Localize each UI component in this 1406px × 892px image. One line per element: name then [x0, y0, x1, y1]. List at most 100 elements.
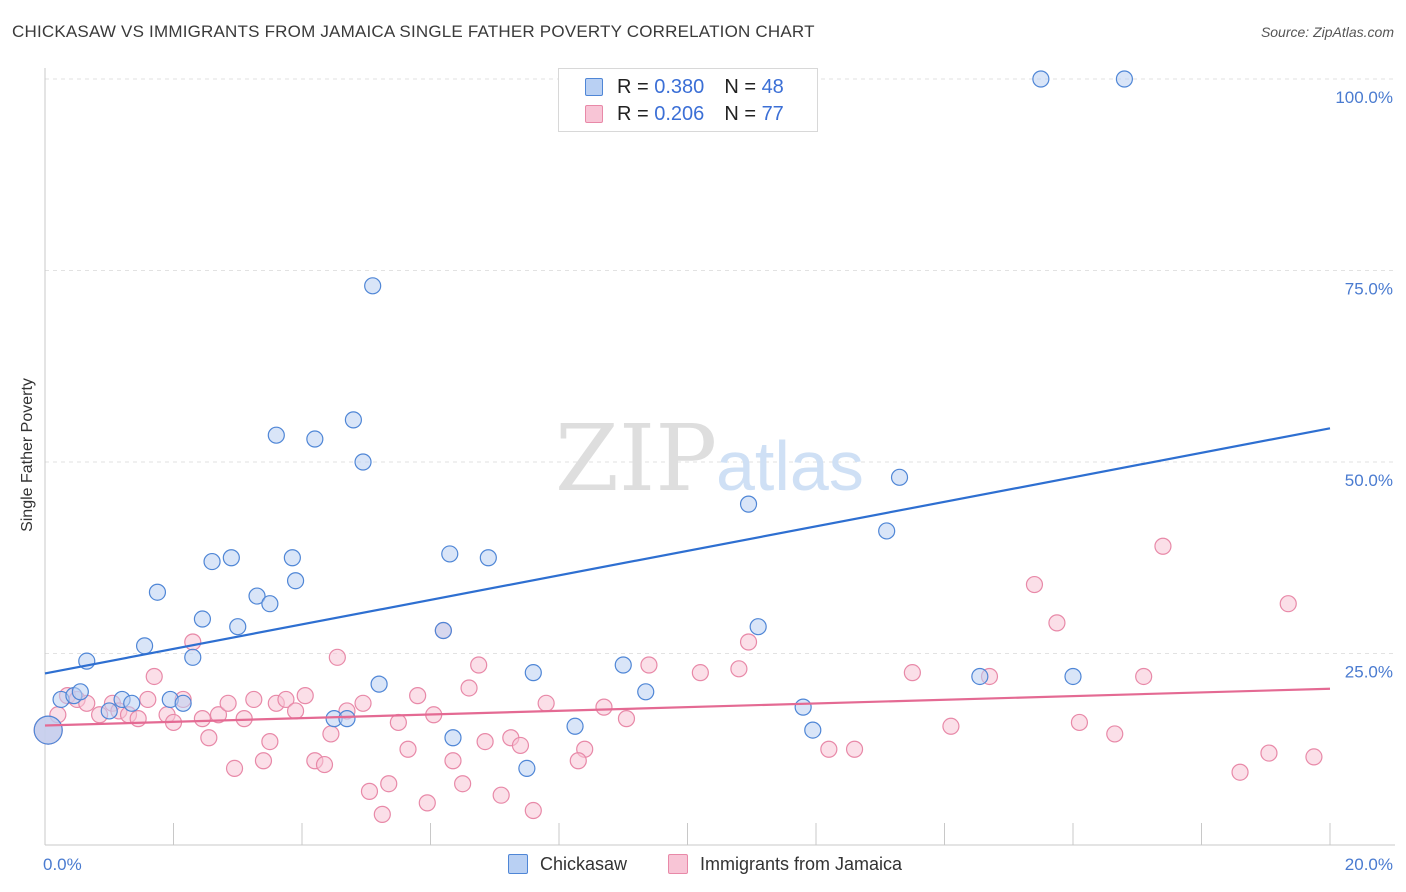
data-point-chickasaw [566, 717, 584, 735]
data-point-chickasaw [193, 610, 212, 628]
data-point-jamaica [139, 690, 157, 709]
data-point-chickasaw [614, 656, 632, 674]
data-point-jamaica [219, 694, 237, 712]
data-point-jamaica [354, 694, 372, 712]
data-point-jamaica [640, 656, 658, 674]
series-legend-jamaica: Immigrants from Jamaica [668, 852, 902, 876]
data-point-chickasaw [518, 759, 536, 778]
y-axis-tick-labels: 100.0% 75.0% 50.0% 25.0% [1335, 88, 1393, 682]
legend-swatch-chickasaw [585, 78, 603, 96]
data-point-jamaica [193, 710, 212, 728]
x-tick-label: 20.0% [1345, 855, 1393, 874]
legend-r-value-jamaica: 0.206 [654, 102, 705, 125]
trend-line-jamaica [44, 687, 1331, 727]
data-point-jamaica [145, 667, 163, 686]
gridlines [45, 78, 1395, 654]
data-point-chickasaw [222, 549, 240, 567]
x-axis-ticks [173, 823, 1331, 845]
data-point-chickasaw [148, 583, 167, 601]
data-point-chickasaw [267, 426, 285, 444]
data-point-jamaica [1305, 748, 1323, 766]
data-point-jamaica [460, 679, 478, 697]
data-point-chickasaw [286, 572, 305, 590]
data-point-chickasaw [71, 683, 89, 701]
data-point-jamaica [286, 702, 305, 720]
source-credit: Source: ZipAtlas.com [1260, 24, 1394, 40]
data-point-chickasaw [344, 411, 362, 429]
data-point-chickasaw [878, 522, 896, 540]
data-point-chickasaw [33, 715, 63, 745]
data-point-jamaica [1231, 763, 1249, 781]
data-point-jamaica [1048, 614, 1066, 632]
legend-n-label: N = [724, 75, 756, 98]
watermark-zip: ZIP [555, 405, 717, 512]
series-legend-label-jamaica: Immigrants from Jamaica [700, 853, 903, 874]
data-point-jamaica [492, 786, 510, 804]
legend-swatch-jamaica [585, 105, 603, 123]
data-point-chickasaw [1064, 667, 1082, 686]
data-point-jamaica [454, 775, 472, 793]
data-point-jamaica [1279, 595, 1297, 613]
series-chickasaw-points [33, 70, 1134, 778]
data-point-chickasaw [479, 549, 497, 567]
legend-row-chickasaw: R = 0.380 N = 48 [585, 74, 784, 100]
legend-n-value-chickasaw: 48 [761, 75, 784, 98]
series-jamaica-points [33, 537, 1323, 823]
data-point-jamaica [418, 794, 436, 812]
data-point-jamaica [444, 752, 462, 770]
data-point-chickasaw [123, 694, 141, 712]
legend-r-value-chickasaw: 0.380 [654, 75, 705, 98]
data-point-jamaica [1070, 713, 1089, 732]
data-point-chickasaw [135, 637, 154, 655]
data-point-chickasaw [1032, 70, 1050, 88]
data-point-chickasaw [370, 675, 388, 693]
y-tick-label: 50.0% [1345, 471, 1393, 490]
data-point-jamaica [296, 687, 314, 705]
data-point-chickasaw [804, 721, 822, 739]
data-point-chickasaw [441, 545, 459, 563]
data-point-chickasaw [203, 552, 221, 571]
data-point-jamaica [903, 664, 921, 682]
data-point-jamaica [129, 710, 147, 728]
data-point-jamaica [730, 660, 748, 678]
data-point-jamaica [942, 717, 960, 735]
data-point-jamaica [225, 759, 244, 778]
data-point-jamaica [1135, 667, 1153, 686]
data-point-jamaica [245, 690, 263, 709]
data-point-jamaica [277, 690, 295, 709]
legend-r-label: R = [617, 102, 649, 125]
data-point-jamaica [261, 732, 279, 751]
data-point-chickasaw [637, 683, 655, 701]
data-point-jamaica [617, 710, 636, 728]
data-point-jamaica [409, 687, 427, 705]
data-point-chickasaw [261, 595, 279, 613]
data-point-jamaica [200, 729, 218, 747]
data-point-jamaica [511, 736, 530, 755]
series-legend-label-chickasaw: Chickasaw [540, 853, 628, 874]
data-point-jamaica [691, 664, 709, 682]
data-point-jamaica [322, 725, 340, 743]
data-point-jamaica [476, 732, 494, 751]
data-point-jamaica [569, 752, 587, 770]
data-point-jamaica [470, 656, 488, 674]
data-point-chickasaw [184, 648, 202, 666]
data-point-jamaica [360, 782, 379, 800]
data-point-chickasaw [971, 667, 989, 686]
data-point-jamaica [328, 648, 346, 666]
data-point-jamaica [209, 706, 228, 724]
series-legend-chickasaw: Chickasaw [508, 852, 627, 876]
axes [44, 68, 1395, 846]
trend-line-chickasaw [44, 427, 1331, 675]
data-point-jamaica [254, 752, 273, 770]
data-point-jamaica [537, 694, 555, 712]
data-point-jamaica [1025, 575, 1044, 594]
x-axis-tick-labels: 0.0% 20.0% [43, 855, 1393, 874]
data-point-chickasaw [229, 618, 247, 636]
data-point-chickasaw [248, 587, 266, 605]
data-point-jamaica [373, 805, 391, 823]
data-point-chickasaw [890, 468, 909, 486]
legend-n-value-jamaica: 77 [761, 102, 784, 125]
data-point-jamaica [845, 740, 864, 758]
legend-r-label: R = [617, 75, 649, 98]
